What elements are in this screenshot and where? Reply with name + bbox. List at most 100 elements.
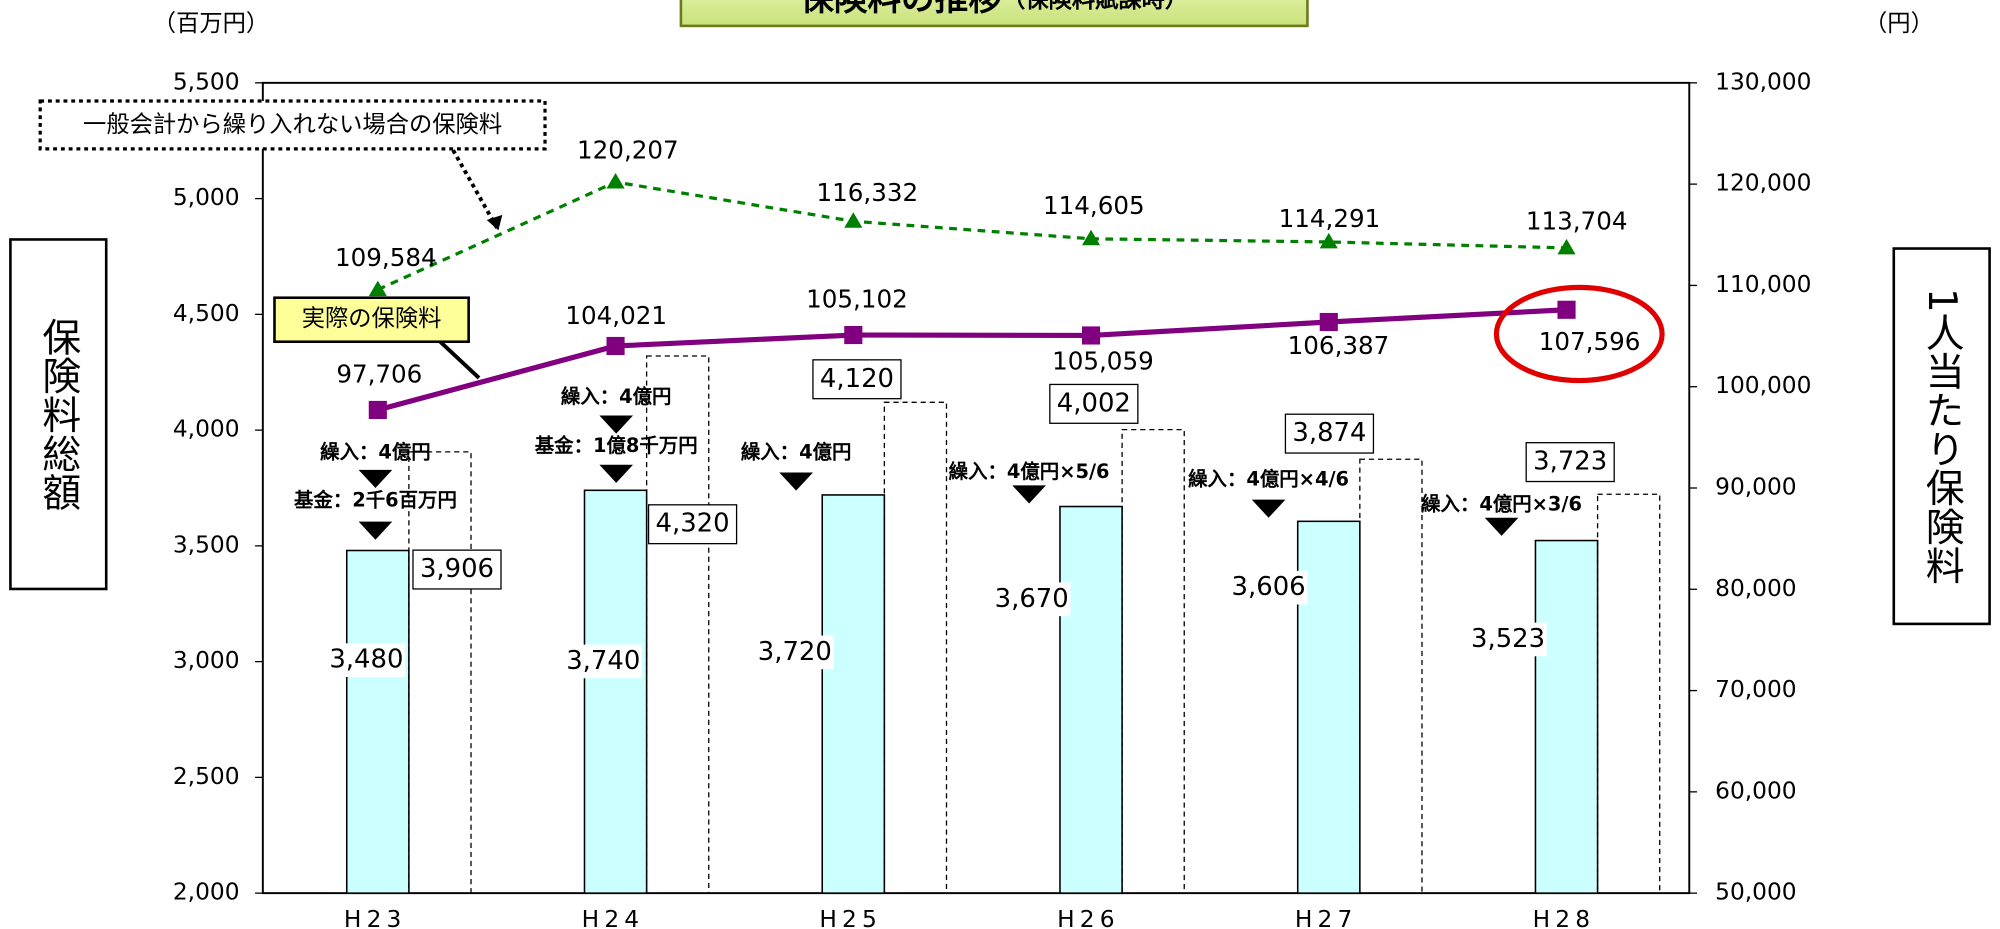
marker — [844, 212, 863, 228]
annotation: 基金：2千6百万円 — [293, 488, 457, 511]
callout-box — [38, 99, 547, 151]
highlight-ellipse — [1493, 284, 1665, 384]
value-label: 3,874 — [1292, 418, 1366, 448]
label-box — [812, 359, 902, 400]
pointer — [1012, 485, 1046, 504]
x-tick-label: H27 — [1295, 906, 1358, 929]
y2-tick-label: 100,000 — [1715, 372, 1811, 399]
y-tick-label: 4,500 — [173, 300, 240, 327]
pointer — [1484, 517, 1519, 536]
marker — [1557, 300, 1576, 319]
marker — [368, 280, 387, 297]
bar — [345, 549, 410, 894]
y2-tick-label: 130,000 — [1715, 68, 1811, 95]
bar — [1296, 520, 1361, 894]
value-label: 105,059 — [1052, 346, 1154, 375]
marker — [1319, 312, 1338, 332]
annotation: 繰入：4億円 — [741, 441, 852, 464]
label-bg — [756, 635, 834, 670]
line — [377, 307, 1567, 413]
annotation: 繰入：4億円×5/6 — [949, 460, 1110, 483]
marks: 2,000 2,500 3,000 3,500 4,000 4,500 5,000 5,500… — [38, 68, 1811, 929]
bar — [821, 494, 886, 894]
value-label: 116,332 — [817, 178, 919, 207]
y-tick-label: 5,500 — [173, 68, 240, 95]
value-label: 120,207 — [577, 135, 679, 164]
value-label: 109,584 — [335, 243, 437, 272]
y2-label-box — [1892, 247, 1991, 626]
chart-title: 保険料の推移（保険料賦課時） — [800, 0, 1188, 18]
bar — [583, 489, 648, 894]
value-label: 3,670 — [995, 584, 1069, 614]
value-label: 3,723 — [1533, 447, 1607, 477]
callout-arrow — [438, 340, 481, 380]
pointer — [1251, 499, 1286, 518]
y-tick-label: 4,000 — [173, 416, 240, 443]
annotation: 基金：1億8千万円 — [534, 434, 698, 457]
arrow-head — [486, 214, 503, 231]
y2-tick-label: 90,000 — [1715, 473, 1796, 500]
y-tick-label: 2,000 — [173, 879, 240, 906]
value-label: 105,102 — [806, 284, 908, 313]
value-label: 104,021 — [565, 301, 667, 330]
label-box — [1525, 442, 1615, 483]
value-label: 4,120 — [820, 364, 894, 394]
y2-unit: （円） — [1864, 10, 1934, 37]
bar-outline — [1596, 493, 1661, 894]
callout-arrow — [451, 149, 501, 232]
label-box — [1284, 413, 1375, 454]
y2-tick-label: 80,000 — [1715, 575, 1796, 602]
y2-tick-label: 50,000 — [1715, 879, 1796, 906]
annotation: 繰入：4億円 — [561, 385, 672, 408]
title: 保険料の推移 — [800, 0, 1002, 18]
value-label: 4,320 — [656, 509, 730, 539]
marker — [844, 325, 863, 345]
label-bg — [992, 582, 1071, 617]
x-tick-label: H23 — [344, 906, 407, 929]
label-bg — [1229, 570, 1308, 605]
y-label-box — [9, 238, 108, 591]
label-box — [647, 504, 738, 545]
value-label: 107,596 — [1539, 327, 1641, 356]
marker — [606, 336, 625, 356]
y2-tick-label: 120,000 — [1715, 170, 1811, 197]
bar — [1534, 539, 1599, 894]
pointer — [599, 415, 634, 434]
y-tick-label: 3,500 — [173, 531, 240, 558]
y-tick-label: 2,500 — [173, 763, 240, 790]
marker — [1081, 326, 1101, 345]
bar-outline — [408, 451, 472, 894]
y2-tick-label: 70,000 — [1715, 676, 1796, 703]
bar-outline — [883, 401, 948, 894]
series-name: 一般会計から繰り入れない場合の保険料 — [83, 111, 502, 138]
pointer — [358, 469, 393, 488]
value-label: 3,740 — [566, 646, 640, 676]
label-box — [412, 549, 502, 590]
value-label: 3,606 — [1232, 572, 1306, 602]
label-bg — [1469, 622, 1547, 657]
y-unit: （百万円） — [153, 10, 269, 37]
x-tick-label: H25 — [819, 906, 882, 929]
pointer — [779, 472, 813, 491]
y2-tick-label: 60,000 — [1715, 777, 1796, 804]
series-name: 実際の保険料 — [302, 305, 442, 332]
label-box — [1049, 383, 1139, 424]
value-label: 114,291 — [1279, 204, 1381, 233]
x-tick-label: H26 — [1057, 906, 1120, 929]
value-label: 106,387 — [1288, 331, 1390, 360]
value-label: 113,704 — [1526, 207, 1628, 236]
annotation: 繰入：4億円×3/6 — [1421, 492, 1582, 515]
label-bg — [327, 643, 406, 677]
value-label: 3,480 — [329, 645, 403, 675]
value-label: 97,706 — [336, 359, 422, 388]
marker — [1319, 232, 1338, 249]
marker — [1557, 238, 1576, 255]
subtitle: （保険料賦課時） — [1002, 0, 1188, 13]
y2-tick-label: 110,000 — [1715, 271, 1811, 298]
x-tick-label: H28 — [1533, 906, 1596, 929]
bar-outline — [1121, 429, 1185, 894]
value-label: 114,605 — [1043, 191, 1145, 220]
value-label: 4,002 — [1057, 388, 1131, 418]
